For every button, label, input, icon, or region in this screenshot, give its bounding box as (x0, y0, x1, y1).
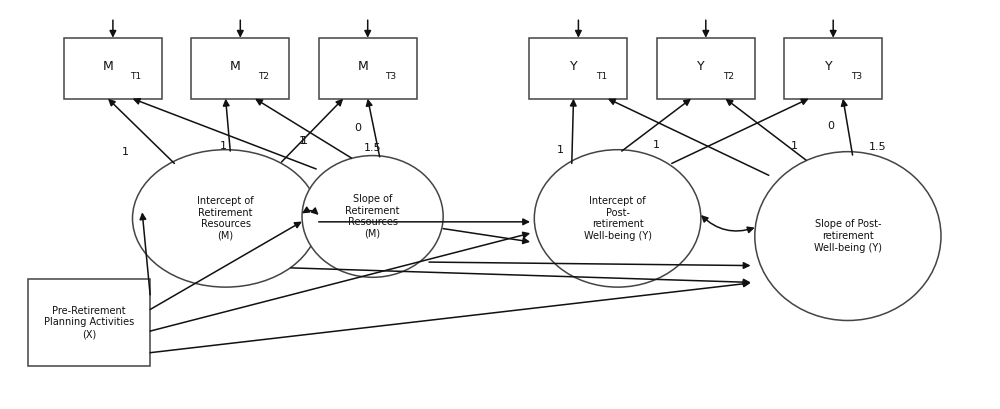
FancyBboxPatch shape (784, 38, 882, 99)
Text: 1: 1 (220, 141, 227, 151)
Text: M: M (230, 60, 241, 73)
Text: T1: T1 (131, 72, 142, 81)
Text: Intercept of
Post-
retirement
Well-being (Y): Intercept of Post- retirement Well-being… (584, 196, 652, 241)
Text: T2: T2 (258, 72, 269, 81)
FancyBboxPatch shape (28, 279, 150, 366)
Text: Intercept of
Retirement
Resources
(M): Intercept of Retirement Resources (M) (197, 196, 254, 241)
Text: 1: 1 (790, 141, 798, 151)
Text: Slope of Post-
retirement
Well-being (Y): Slope of Post- retirement Well-being (Y) (814, 220, 882, 253)
Text: T2: T2 (723, 72, 734, 81)
FancyBboxPatch shape (191, 38, 289, 99)
Ellipse shape (534, 150, 701, 287)
Text: T3: T3 (851, 72, 862, 81)
Text: 1: 1 (653, 140, 660, 150)
Text: M: M (357, 60, 368, 73)
Text: Y: Y (824, 60, 832, 73)
Text: T1: T1 (596, 72, 607, 81)
Text: 1: 1 (299, 136, 306, 146)
Text: 1.5: 1.5 (364, 143, 381, 153)
Text: M: M (103, 60, 113, 73)
Text: Pre-Retirement
Planning Activities
(X): Pre-Retirement Planning Activities (X) (44, 306, 134, 339)
Text: T3: T3 (385, 72, 396, 81)
FancyBboxPatch shape (64, 38, 162, 99)
Ellipse shape (755, 152, 941, 321)
Text: 1: 1 (557, 146, 564, 155)
Text: 0: 0 (354, 123, 361, 133)
FancyBboxPatch shape (319, 38, 417, 99)
Text: Slope of
Retirement
Resources
(M): Slope of Retirement Resources (M) (345, 194, 400, 239)
Text: 1: 1 (300, 136, 308, 146)
FancyBboxPatch shape (657, 38, 755, 99)
Text: Y: Y (697, 60, 705, 73)
Text: Y: Y (570, 60, 577, 73)
Ellipse shape (302, 155, 443, 277)
FancyBboxPatch shape (529, 38, 627, 99)
Ellipse shape (132, 150, 319, 287)
Text: 1: 1 (122, 147, 129, 157)
Text: 0: 0 (828, 121, 835, 131)
Text: 1.5: 1.5 (868, 142, 886, 152)
